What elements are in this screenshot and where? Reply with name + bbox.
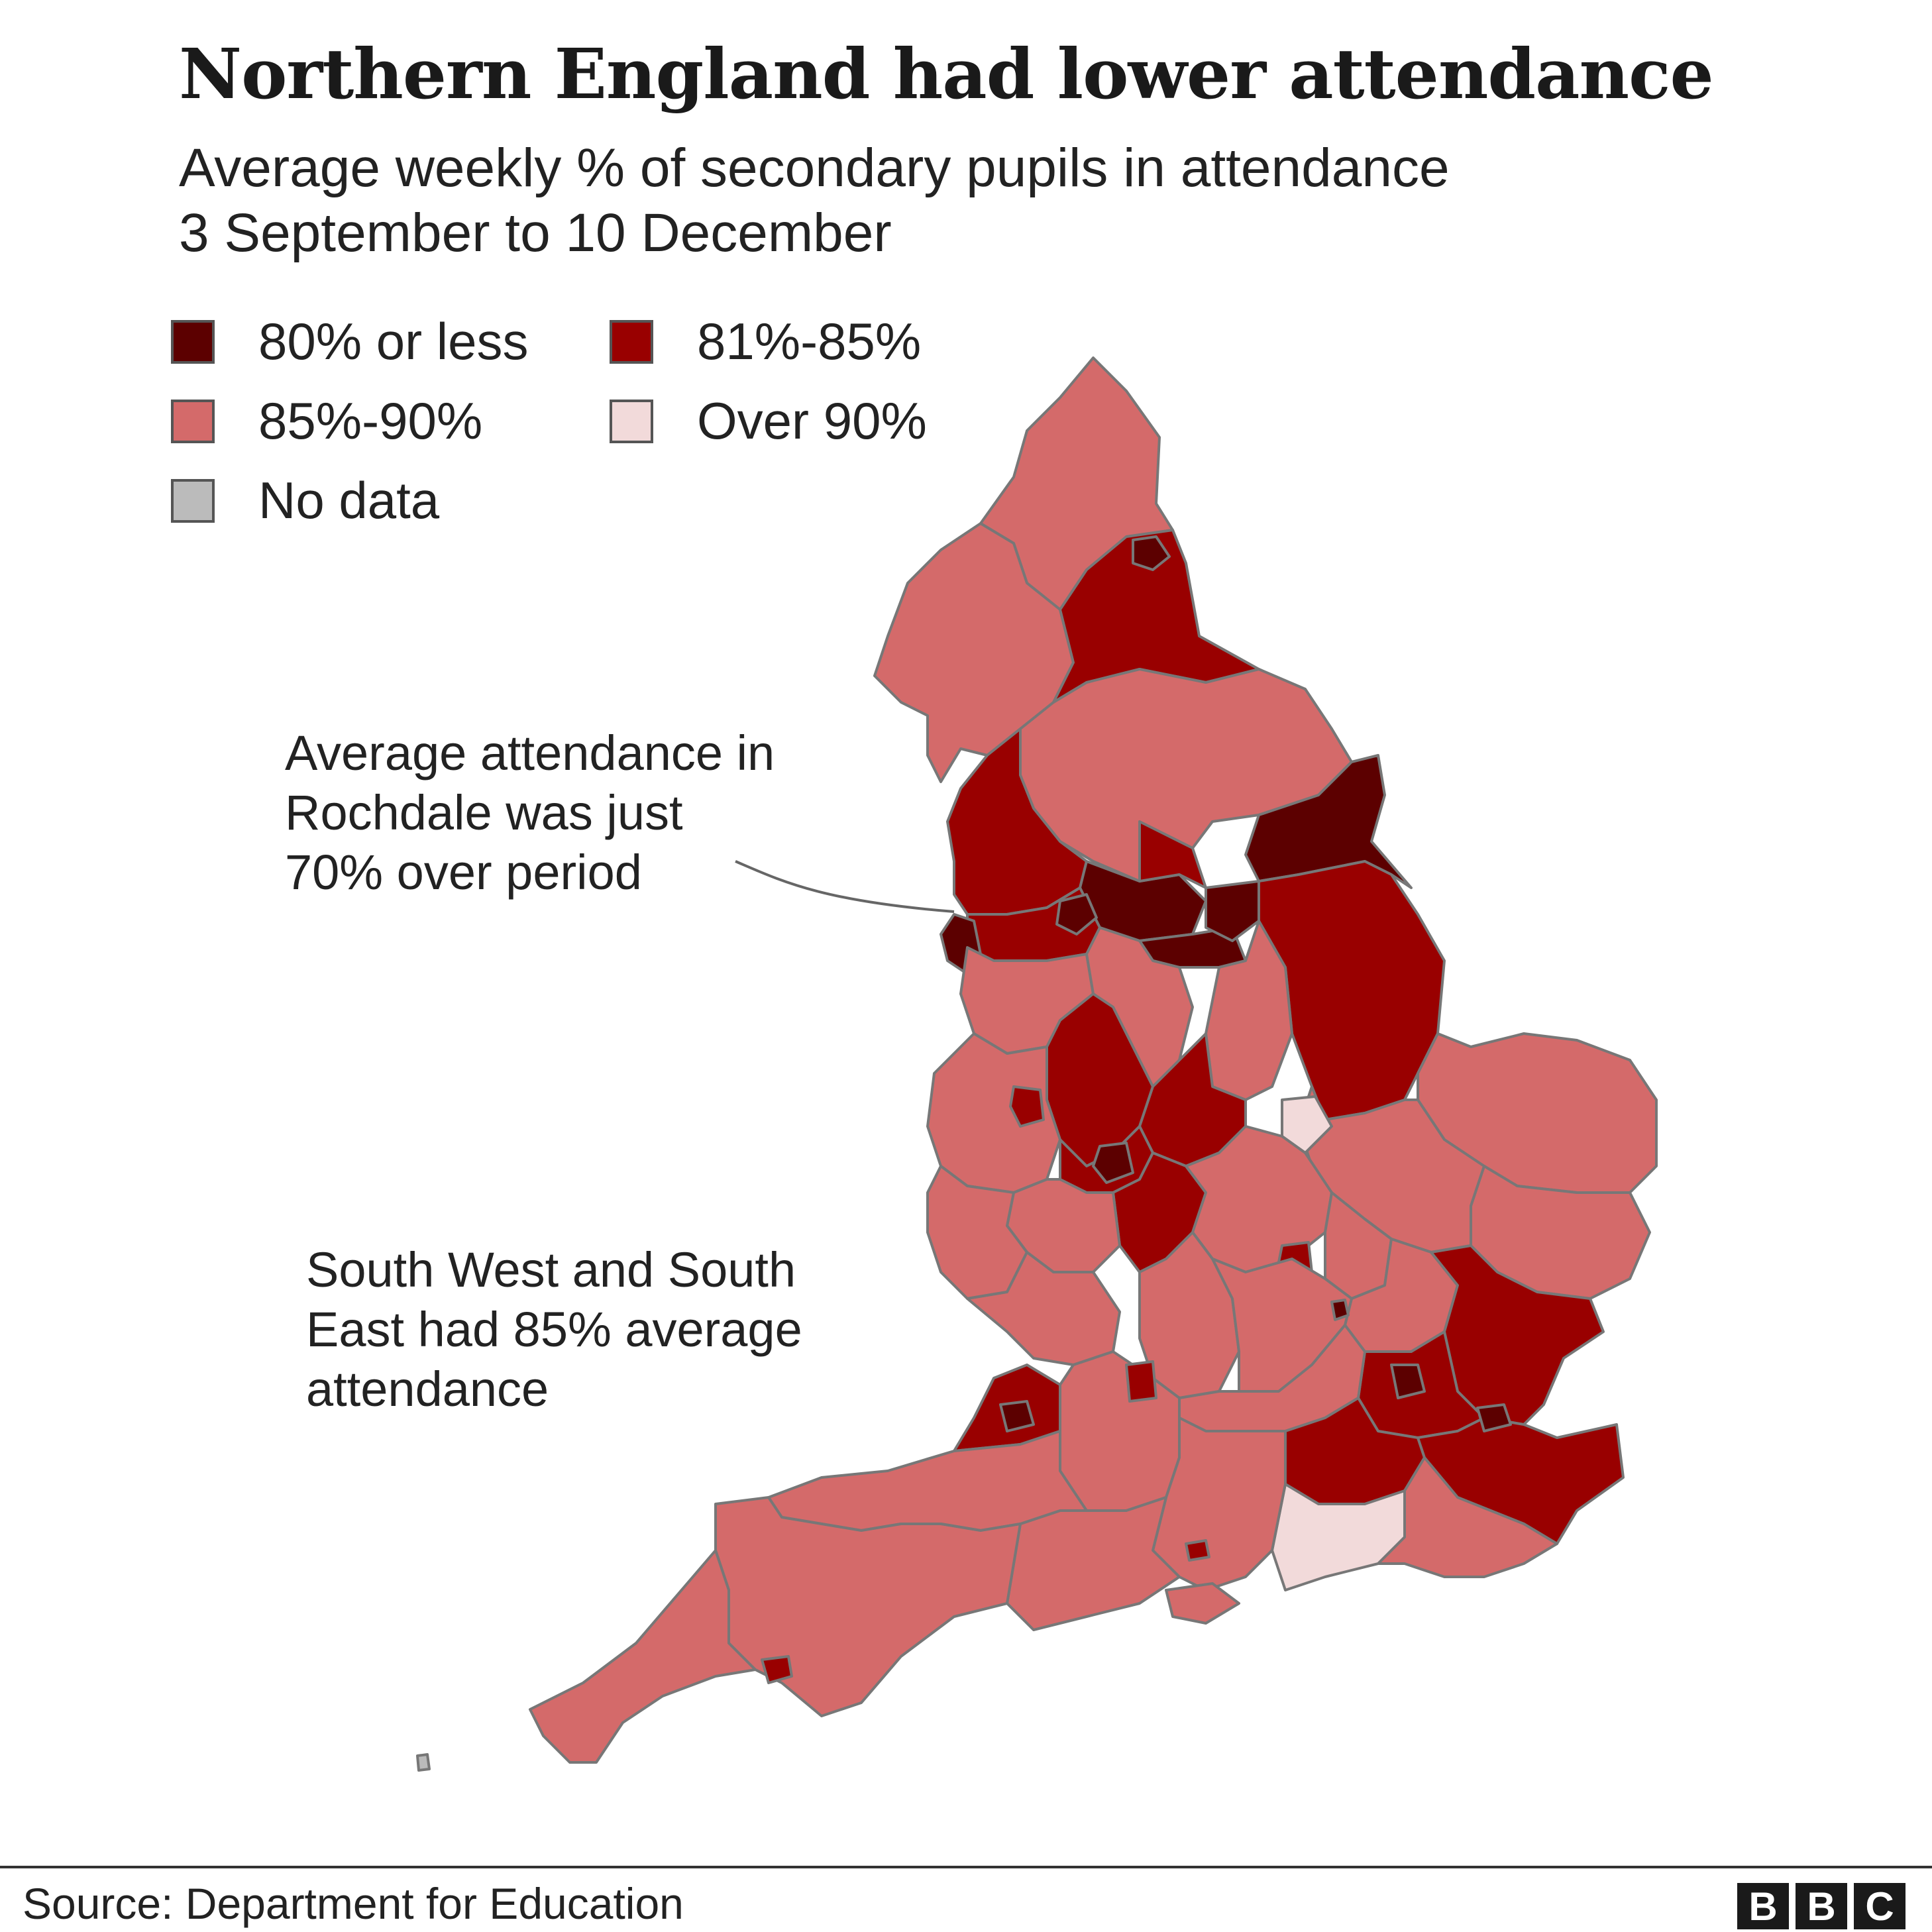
rochdale-annotation-line-3: 70% over period — [285, 845, 642, 900]
legend-swatch — [610, 399, 653, 443]
region-plymouth — [761, 1655, 793, 1684]
legend-label: 81%-85% — [697, 312, 922, 370]
rochdale-annotation: Average attendance in Rochdale was just … — [285, 724, 775, 902]
region-birmingham — [1092, 1142, 1134, 1184]
region-london-east — [1390, 1364, 1426, 1399]
chart-title: Northern England had lower attendance — [179, 33, 1714, 115]
region-isle-of-wight — [1165, 1582, 1240, 1625]
region-cornwall — [529, 1549, 757, 1764]
bbc-logo-letter: C — [1854, 1883, 1905, 1929]
region-gateshead — [1132, 535, 1171, 571]
region-peterborough — [1281, 1095, 1333, 1154]
chart-subtitle: Average weekly % of secondary pupils in … — [179, 136, 1450, 266]
south-annotation-line-1: South West and South — [306, 1242, 796, 1297]
south-annotation-line-2: East had 85% average — [306, 1302, 802, 1357]
region-doncaster — [1205, 880, 1260, 942]
legend-label: 85%-90% — [258, 392, 483, 450]
legend-item-over-90: Over 90% — [610, 391, 927, 451]
legend-swatch — [171, 319, 215, 364]
legend-item-81-85: 81%-85% — [610, 311, 921, 372]
subtitle-line-1: Average weekly % of secondary pupils in … — [179, 138, 1450, 198]
region-leeds — [1138, 820, 1207, 889]
region-east-sussex — [1377, 1456, 1558, 1578]
legend-item-80-or-less: 80% or less — [171, 311, 529, 372]
rochdale-leader-line — [735, 860, 955, 913]
bbc-logo-letter: B — [1737, 1883, 1789, 1929]
region-cumbria — [873, 522, 1075, 783]
source-text: Source: Department for Education — [23, 1879, 684, 1928]
region-portsmouth — [1185, 1539, 1210, 1562]
rochdale-annotation-line-1: Average attendance in — [285, 725, 775, 780]
region-milton-keynes — [1330, 1299, 1350, 1321]
subtitle-line-2: 3 September to 10 December — [179, 203, 892, 263]
region-bristol-centre — [999, 1400, 1035, 1432]
region-telford — [1009, 1085, 1045, 1128]
south-annotation: South West and South East had 85% averag… — [306, 1240, 802, 1419]
legend-swatch — [171, 399, 215, 443]
legend-label: 80% or less — [258, 312, 529, 370]
legend-label: No data — [258, 471, 440, 529]
legend-swatch — [171, 478, 215, 523]
legend-swatch — [610, 319, 653, 364]
bbc-logo: B B C — [1737, 1883, 1905, 1929]
region-swindon — [1125, 1360, 1157, 1403]
region-rochdale — [1055, 893, 1098, 936]
rochdale-annotation-line-2: Rochdale was just — [285, 785, 683, 840]
south-annotation-line-3: attendance — [306, 1362, 549, 1417]
region-somerset — [767, 1430, 1088, 1532]
region-gloucestershire — [966, 1251, 1121, 1366]
region-scilly — [416, 1753, 431, 1772]
bbc-logo-letter: B — [1796, 1883, 1847, 1929]
region-medway — [1476, 1403, 1512, 1432]
legend-item-85-90: 85%-90% — [171, 391, 482, 451]
legend-item-no-data: No data — [171, 470, 439, 531]
legend-label: Over 90% — [697, 392, 927, 450]
region-devon — [714, 1496, 1022, 1717]
footer-divider — [0, 1866, 1932, 1868]
